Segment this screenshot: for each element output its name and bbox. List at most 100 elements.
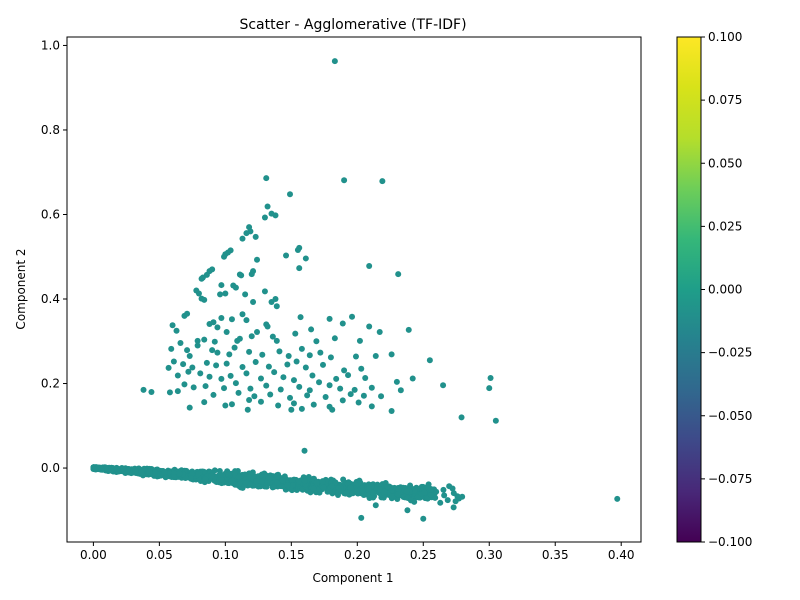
scatter-point — [243, 230, 250, 237]
scatter-point — [345, 372, 352, 379]
scatter-point — [274, 479, 281, 486]
scatter-point — [277, 386, 284, 393]
scatter-point — [268, 298, 275, 305]
scatter-point — [328, 483, 335, 490]
scatter-point — [218, 476, 225, 483]
scatter-point — [287, 394, 294, 401]
scatter-point — [333, 375, 340, 382]
scatter-point — [292, 330, 299, 337]
scatter-point — [284, 361, 291, 368]
scatter-point — [228, 316, 235, 323]
scatter-point — [296, 383, 303, 390]
scatter-point — [359, 487, 366, 494]
x-tick-label: 0.20 — [344, 548, 371, 562]
scatter-point — [296, 265, 303, 272]
scatter-point — [201, 336, 208, 343]
scatter-point — [366, 495, 373, 502]
colorbar-tick-label: 0.000 — [708, 283, 742, 297]
scatter-point — [320, 484, 327, 491]
scatter-point — [297, 314, 304, 321]
scatter-point — [458, 414, 465, 421]
scatter-point — [444, 497, 451, 504]
x-tick-label: 0.15 — [278, 548, 305, 562]
x-axis: 0.00 0.05 0.10 0.15 0.20 0.25 0.30 0.35 0.40 — [80, 542, 635, 562]
x-axis-label: Component 1 — [312, 571, 393, 585]
scatter-point — [440, 382, 447, 389]
scatter-point — [372, 353, 379, 360]
scatter-point — [210, 391, 217, 398]
scatter-point — [352, 353, 359, 360]
scatter-point — [244, 406, 251, 413]
y-axis-label: Component 2 — [14, 248, 28, 329]
scatter-point — [381, 488, 388, 495]
scatter-point — [263, 382, 270, 389]
plot-frame — [66, 36, 642, 543]
scatter-point — [223, 360, 230, 367]
scatter-point — [264, 203, 271, 210]
scatter-point — [395, 271, 402, 278]
scatter-point — [273, 337, 280, 344]
scatter-point — [186, 353, 193, 360]
scatter-point — [368, 384, 375, 391]
scatter-point — [405, 326, 412, 333]
scatter-point — [242, 291, 249, 298]
scatter-point — [185, 368, 192, 375]
scatter-point — [208, 472, 215, 479]
scatter-point — [335, 485, 342, 492]
scatter-point — [421, 489, 428, 496]
colorbar-ticks: 0.100 0.075 0.050 0.025 0.000 −0.025 −0.050 −0.… — [701, 30, 752, 549]
scatter-point — [301, 447, 308, 454]
scatter-point — [174, 372, 181, 379]
scatter-point — [294, 246, 301, 253]
scatter-point — [98, 466, 105, 473]
scatter-point — [250, 298, 257, 305]
colorbar-tick-label: −0.050 — [708, 409, 752, 423]
colorbar-gradient — [676, 36, 702, 543]
scatter-point — [319, 478, 326, 485]
scatter-point — [349, 313, 356, 320]
scatter-point — [313, 338, 320, 345]
scatter-point — [384, 484, 391, 491]
scatter-point — [246, 397, 253, 404]
colorbar-tick-label: 0.075 — [708, 93, 742, 107]
scatter-point — [388, 407, 395, 414]
colorbar-tick-label: 0.100 — [708, 30, 742, 44]
scatter-point — [201, 296, 208, 303]
scatter-point — [331, 335, 338, 342]
scatter-point — [91, 465, 98, 472]
scatter-point — [356, 337, 363, 344]
scatter-point — [298, 405, 305, 412]
scatter-point — [177, 339, 184, 346]
scatter-point — [432, 494, 439, 501]
colorbar-tick-label: −0.075 — [708, 472, 752, 486]
scatter-point — [366, 263, 373, 270]
scatter-point — [293, 358, 300, 365]
scatter-point — [426, 357, 433, 364]
scatter-point — [195, 290, 202, 297]
colorbar-tick-label: 0.025 — [708, 219, 742, 233]
scatter-point — [437, 499, 444, 506]
scatter-point — [265, 363, 272, 370]
scatter-point — [235, 474, 242, 481]
scatter-point — [272, 212, 279, 219]
scatter-point — [337, 385, 344, 392]
scatter-point — [308, 326, 315, 333]
scatter-point — [222, 290, 229, 297]
y-tick-label: 0.4 — [41, 292, 60, 306]
scatter-point — [450, 504, 457, 511]
scatter-point — [376, 328, 383, 335]
scatter-point — [280, 374, 287, 381]
scatter-point — [113, 465, 120, 472]
scatter-point — [407, 497, 414, 504]
scatter-point — [243, 370, 250, 377]
scatter-point — [168, 345, 175, 352]
scatter-point — [289, 482, 296, 489]
scatter-point — [411, 488, 418, 495]
scatter-point — [343, 489, 350, 496]
scatter-point — [404, 507, 411, 514]
scatter-point — [152, 469, 159, 476]
plot-area: 0.00 0.05 0.10 0.15 0.20 0.25 0.30 0.35 0.40 0.0… — [41, 36, 642, 562]
scatter-point — [218, 315, 225, 322]
colorbar: 0.100 0.075 0.050 0.025 0.000 −0.025 −0.050 −0.… — [676, 30, 752, 549]
